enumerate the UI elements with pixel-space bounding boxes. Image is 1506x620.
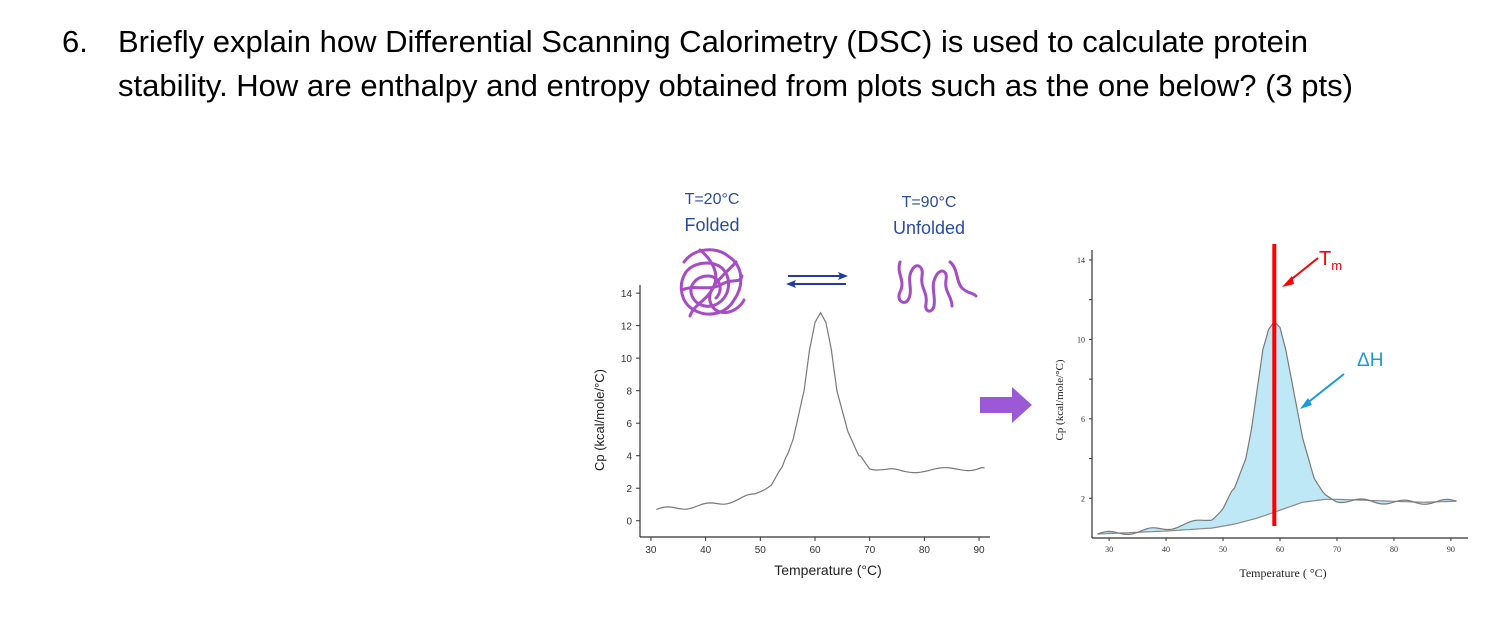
left-y-tick-label: 2 bbox=[626, 484, 632, 495]
left-x-axis-label: Temperature (°C) bbox=[774, 562, 882, 578]
left-y-axis-label: Cp (kcal/mole/°C) bbox=[592, 369, 607, 471]
left-x-tick-label: 80 bbox=[919, 545, 931, 556]
left-x-ticks: 30 40 50 60 70 80 90 bbox=[645, 537, 985, 556]
right-x-tick-label: 80 bbox=[1390, 545, 1398, 554]
delta-h-label: ΔH bbox=[1357, 350, 1383, 371]
right-y-tick-label: 10 bbox=[1077, 335, 1085, 344]
tm-label: T bbox=[1319, 248, 1331, 270]
unfolded-temp-label: T=90°C bbox=[902, 194, 957, 211]
right-y-ticks: 2 6 10 14 bbox=[1077, 256, 1092, 503]
dsc-thermogram-chart: 0 2 4 6 8 10 12 14 30 40 50 60 70 80 90 Temperature (… bbox=[592, 285, 990, 578]
enthalpy-area bbox=[1097, 321, 1457, 535]
left-y-tick-label: 12 bbox=[621, 322, 633, 333]
tm-annotation: Tm bbox=[1282, 248, 1342, 287]
right-x-tick-label: 70 bbox=[1333, 545, 1341, 554]
left-x-tick-label: 90 bbox=[974, 545, 986, 556]
left-y-tick-label: 6 bbox=[626, 419, 632, 430]
left-y-tick-label: 0 bbox=[626, 517, 632, 528]
equilibrium-arrows bbox=[786, 272, 848, 288]
left-y-tick-label: 10 bbox=[621, 354, 633, 365]
right-x-ticks: 30 40 50 60 70 80 90 bbox=[1105, 538, 1455, 554]
right-y-tick-label: 14 bbox=[1077, 256, 1085, 265]
right-y-tick-label: 2 bbox=[1081, 494, 1085, 503]
right-y-tick-label: 6 bbox=[1081, 415, 1085, 424]
right-x-tick-label: 30 bbox=[1105, 545, 1113, 554]
left-y-tick-label: 4 bbox=[626, 452, 632, 463]
left-x-tick-label: 60 bbox=[809, 545, 821, 556]
left-y-tick-label: 8 bbox=[626, 387, 632, 398]
right-x-tick-label: 60 bbox=[1276, 545, 1284, 554]
folded-state-label: Folded bbox=[684, 215, 739, 235]
tm-label-subscript: m bbox=[1331, 258, 1342, 273]
left-x-tick-label: 40 bbox=[700, 545, 712, 556]
question-text: Briefly explain how Differential Scannin… bbox=[118, 24, 1353, 103]
svg-text:Tm: Tm bbox=[1319, 248, 1342, 273]
right-dsc-curve bbox=[1097, 320, 1457, 536]
delta-h-annotation: ΔH bbox=[1300, 350, 1383, 409]
transition-arrow bbox=[980, 387, 1032, 423]
right-x-tick-label: 50 bbox=[1219, 545, 1227, 554]
left-dsc-curve bbox=[656, 311, 985, 510]
left-x-tick-label: 50 bbox=[755, 545, 767, 556]
right-x-tick-label: 40 bbox=[1162, 545, 1170, 554]
unfolded-state-label: Unfolded bbox=[893, 218, 965, 238]
left-y-ticks: 0 2 4 6 8 10 12 14 bbox=[621, 289, 640, 528]
unfolded-protein-icon bbox=[897, 260, 978, 313]
right-x-tick-label: 90 bbox=[1447, 545, 1455, 554]
left-x-tick-label: 70 bbox=[864, 545, 876, 556]
right-y-axis-label: Cp (kcal/mole/°C) bbox=[1054, 359, 1066, 440]
left-x-tick-label: 30 bbox=[645, 545, 657, 556]
left-y-tick-label: 14 bbox=[621, 289, 633, 300]
folded-temp-label: T=20°C bbox=[685, 191, 740, 208]
folded-protein-icon bbox=[679, 248, 746, 318]
right-x-axis-label: Temperature ( °C) bbox=[1239, 566, 1326, 580]
question-number: 6. bbox=[62, 24, 88, 59]
